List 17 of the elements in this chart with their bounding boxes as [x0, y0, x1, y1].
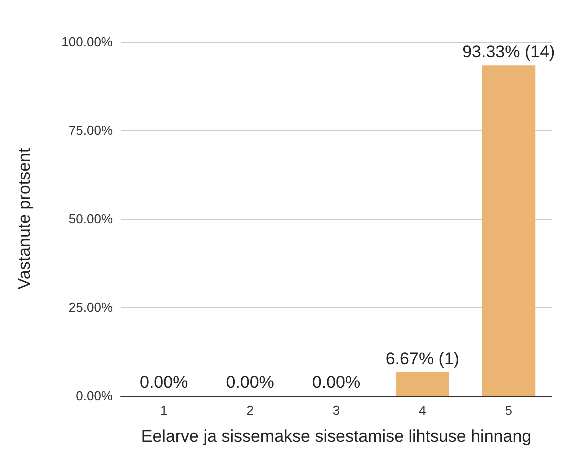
data-label: 0.00%: [140, 373, 188, 392]
x-tick-label: 4: [419, 403, 426, 418]
data-label: 93.33% (14): [462, 42, 556, 62]
data-label: 6.67% (1): [386, 349, 460, 368]
x-tick-label: 5: [505, 403, 513, 418]
x-tick-label: 3: [332, 403, 340, 418]
y-tick-label: 100.00%: [62, 34, 114, 50]
data-label: 0.00%: [226, 373, 274, 392]
data-label: 0.00%: [312, 373, 361, 392]
x-tick-label: 2: [246, 403, 254, 418]
y-tick-label: 75.00%: [68, 123, 114, 138]
y-tick-label: 50.00%: [68, 212, 114, 226]
y-tick-label: 25.00%: [68, 300, 114, 315]
x-tick-label: 1: [160, 403, 168, 418]
y-tick-label: 0.00%: [76, 388, 114, 404]
x-axis-title: Eelarve ja sissemakse sisestamise lihtsuse hinnang: [141, 427, 532, 446]
y-axis-title: Vastanute protsent: [15, 148, 34, 290]
